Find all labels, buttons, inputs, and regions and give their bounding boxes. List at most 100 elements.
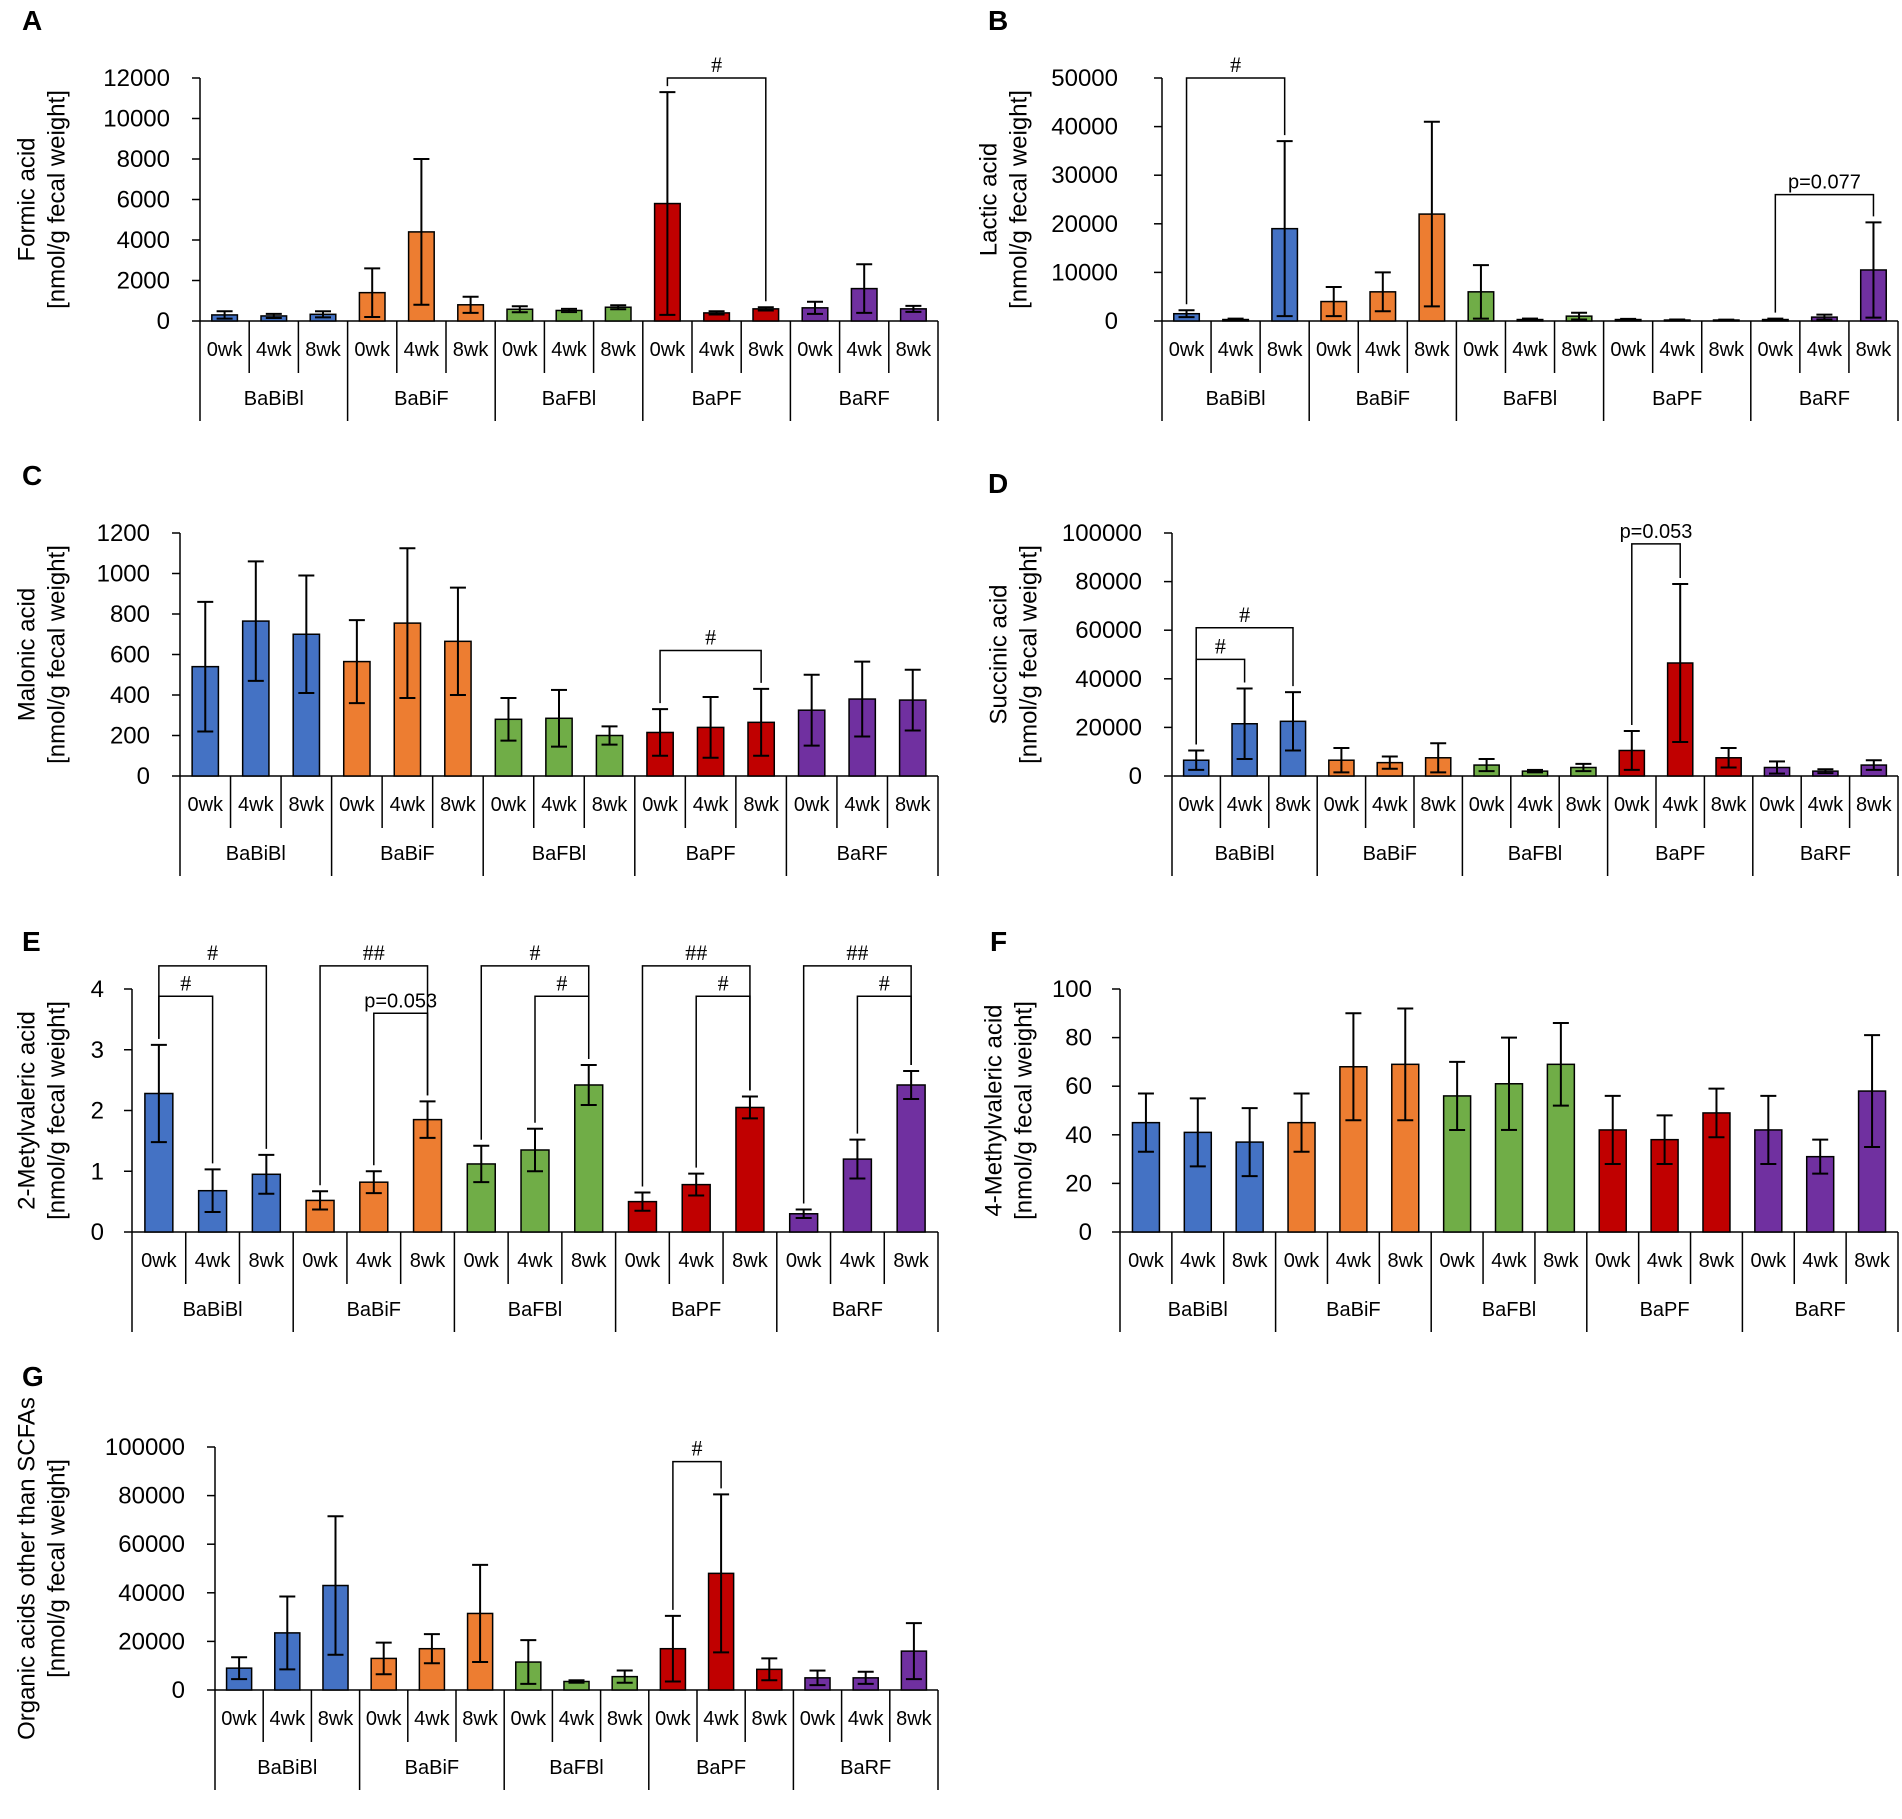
timepoint-label: 0wk	[207, 339, 244, 361]
timepoint-label: 0wk	[1614, 794, 1651, 816]
significance-label: #	[530, 940, 541, 965]
y-axis-unit-label: [nmol/g fecal weight]	[1005, 90, 1032, 309]
timepoint-label: 8wk	[410, 1250, 447, 1272]
y-axis-label: Malonic acid	[13, 588, 40, 721]
y-tick-label: 100000	[1062, 520, 1142, 547]
y-tick-label: 800	[110, 601, 150, 628]
group-label: BaBiBl	[183, 1299, 243, 1321]
timepoint-label: 4wk	[414, 1708, 451, 1730]
y-tick-label: 4000	[117, 227, 170, 254]
timepoint-label: 8wk	[1232, 1250, 1269, 1272]
timepoint-label: 4wk	[1517, 794, 1554, 816]
timepoint-label: 4wk	[559, 1708, 596, 1730]
timepoint-label: 8wk	[732, 1250, 769, 1272]
group-label: BaRF	[837, 843, 888, 865]
timepoint-label: 4wk	[844, 794, 881, 816]
timepoint-label: 4wk	[1659, 339, 1696, 361]
y-tick-label: 100000	[105, 1434, 185, 1461]
timepoint-label: 4wk	[1372, 794, 1409, 816]
timepoint-label: 0wk	[1439, 1250, 1476, 1272]
significance-bracket	[1195, 627, 1294, 745]
significance-label: p=0.053	[1620, 521, 1693, 543]
panel-letter: F	[990, 926, 1007, 957]
timepoint-label: 8wk	[600, 339, 637, 361]
timepoint-label: 0wk	[1169, 339, 1206, 361]
y-tick-label: 40000	[1051, 114, 1118, 141]
timepoint-label: 0wk	[1469, 794, 1506, 816]
timepoint-label: 0wk	[187, 794, 224, 816]
y-tick-label: 0	[157, 308, 170, 335]
y-tick-label: 0	[137, 763, 150, 790]
y-tick-label: 60000	[118, 1531, 185, 1558]
group-label: BaRF	[1799, 388, 1850, 410]
significance-label: #	[705, 624, 716, 649]
significance-bracket	[373, 1012, 429, 1166]
timepoint-label: 4wk	[517, 1250, 554, 1272]
group-label: BaFBl	[549, 1757, 603, 1779]
timepoint-label: 8wk	[1275, 794, 1312, 816]
significance-bracket	[1185, 77, 1286, 305]
timepoint-label: 0wk	[1178, 794, 1215, 816]
timepoint-label: 8wk	[896, 339, 933, 361]
timepoint-label: 4wk	[1662, 794, 1699, 816]
significance-bracket	[1774, 193, 1875, 313]
timepoint-label: 8wk	[1854, 1250, 1891, 1272]
timepoint-label: 0wk	[1751, 1250, 1788, 1272]
y-tick-label: 4	[91, 976, 104, 1003]
timepoint-label: 4wk	[693, 794, 730, 816]
timepoint-label: 8wk	[453, 339, 490, 361]
timepoint-label: 8wk	[592, 794, 629, 816]
y-axis-label: Organic acids other than SCFAs	[13, 1397, 40, 1740]
group-label: BaRF	[839, 388, 890, 410]
y-tick-label: 1	[91, 1158, 104, 1185]
timepoint-label: 8wk	[440, 794, 477, 816]
group-label: BaPF	[671, 1299, 721, 1321]
timepoint-label: 8wk	[895, 794, 932, 816]
timepoint-label: 4wk	[1647, 1250, 1684, 1272]
group-label: BaRF	[1795, 1299, 1846, 1321]
timepoint-label: 4wk	[1808, 794, 1845, 816]
group-label: BaPF	[696, 1757, 746, 1779]
group-label: BaRF	[1800, 843, 1851, 865]
timepoint-label: 4wk	[1336, 1250, 1373, 1272]
panel-b: B Lactic acid [nmol/g fecal weight] 0 10000 2…	[975, 5, 1899, 421]
panel-a: A Formic acid [nmol/g fecal weight] 0 2000 40…	[13, 5, 939, 421]
timepoint-label: 4wk	[1807, 339, 1844, 361]
y-tick-label: 3	[91, 1037, 104, 1064]
timepoint-label: 8wk	[1856, 794, 1893, 816]
significance-bracket	[1631, 543, 1681, 726]
panel-letter: G	[22, 1361, 44, 1392]
timepoint-label: 0wk	[141, 1250, 178, 1272]
y-tick-label: 80	[1065, 1025, 1092, 1052]
group-label: BaPF	[1640, 1299, 1690, 1321]
y-tick-label: 30000	[1051, 162, 1118, 189]
y-tick-label: 2000	[117, 268, 170, 295]
y-axis-label: 2-Metylvaleric acid	[13, 1011, 40, 1210]
group-label: BaBiF	[405, 1757, 459, 1779]
panel-c: C Malonic acid [nmol/g fecal weight] 0 200 40…	[13, 460, 939, 876]
y-tick-label: 20000	[1051, 211, 1118, 238]
timepoint-label: 4wk	[1491, 1250, 1528, 1272]
timepoint-label: 8wk	[748, 339, 785, 361]
timepoint-label: 0wk	[354, 339, 391, 361]
y-tick-label: 0	[1129, 763, 1142, 790]
group-label: BaBiF	[347, 1299, 401, 1321]
significance-bracket	[856, 995, 912, 1134]
y-tick-label: 0	[1079, 1219, 1092, 1246]
y-tick-label: 20000	[118, 1628, 185, 1655]
y-tick-label: 40	[1065, 1122, 1092, 1149]
timepoint-label: 4wk	[1512, 339, 1549, 361]
group-label: BaFBl	[508, 1299, 562, 1321]
significance-bracket	[672, 1460, 722, 1610]
timepoint-label: 0wk	[1324, 794, 1361, 816]
significance-label: #	[556, 970, 567, 995]
y-tick-label: 10000	[1051, 259, 1118, 286]
timepoint-label: 4wk	[404, 339, 441, 361]
y-tick-label: 0	[1105, 308, 1118, 335]
timepoint-label: 8wk	[571, 1250, 608, 1272]
timepoint-label: 4wk	[1180, 1250, 1217, 1272]
panel-letter: A	[22, 5, 42, 36]
y-axis-unit-label: [nmol/g fecal weight]	[43, 545, 70, 764]
timepoint-label: 0wk	[302, 1250, 339, 1272]
